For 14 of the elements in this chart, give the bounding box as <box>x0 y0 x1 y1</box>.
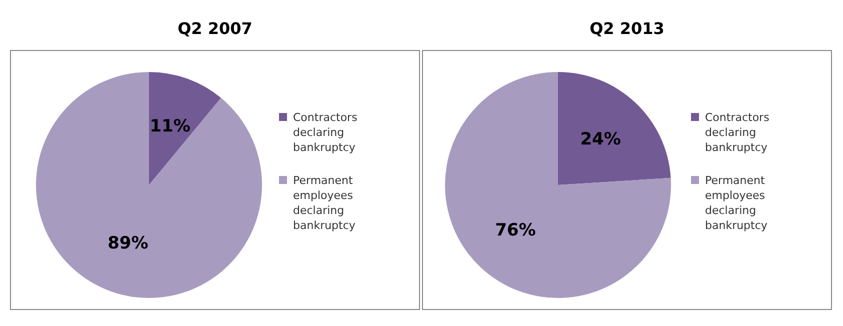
pie-slice <box>149 72 222 185</box>
data-label: 89% <box>108 233 148 254</box>
data-label: 24% <box>580 130 621 150</box>
legend-label: Contractors declaring bankruptcy <box>293 110 358 154</box>
pie-slice <box>36 72 262 298</box>
data-label: 11% <box>150 116 190 137</box>
legend-label: Contractors declaring bankruptcy <box>705 110 770 154</box>
legend-label: Permanent employees declaring bankruptcy <box>293 172 356 232</box>
pie-slice <box>558 72 671 185</box>
pie-slice <box>445 72 671 298</box>
data-label: 76% <box>495 220 536 240</box>
legend-label: Permanent employees declaring bankruptcy <box>705 172 768 232</box>
chart-title: Q2 2013 <box>588 18 666 40</box>
chart-title: Q2 2007 <box>176 18 254 40</box>
